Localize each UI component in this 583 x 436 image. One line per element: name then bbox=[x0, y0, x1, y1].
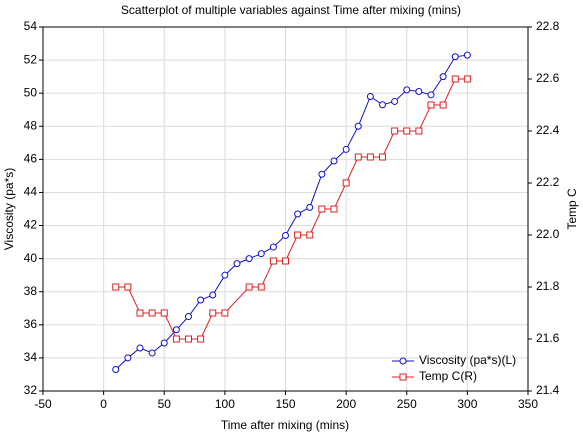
data-point bbox=[160, 309, 168, 317]
data-point bbox=[318, 205, 326, 213]
data-point bbox=[282, 257, 289, 265]
data-point bbox=[415, 127, 423, 135]
data-point bbox=[366, 153, 374, 161]
data-point bbox=[185, 313, 192, 321]
y-tick-label: 42 bbox=[24, 218, 38, 232]
data-point bbox=[294, 210, 302, 218]
legend-label: Temp C(R) bbox=[419, 369, 477, 383]
data-point bbox=[415, 88, 423, 96]
data-point bbox=[391, 127, 399, 135]
y2-tick-label: 22.2 bbox=[536, 175, 560, 189]
data-point bbox=[136, 344, 144, 352]
data-point bbox=[160, 339, 168, 347]
data-point bbox=[233, 260, 241, 268]
data-point bbox=[403, 86, 411, 94]
y-tick-label: 34 bbox=[24, 350, 38, 364]
data-point bbox=[451, 75, 459, 83]
data-point bbox=[148, 349, 156, 357]
legend-marker bbox=[399, 357, 407, 365]
data-point bbox=[354, 122, 362, 130]
y2-tick-label: 21.8 bbox=[536, 279, 560, 293]
y-tick-label: 46 bbox=[24, 152, 38, 166]
data-point bbox=[366, 92, 374, 100]
data-point bbox=[318, 170, 326, 178]
x-tick-label: 100 bbox=[215, 397, 235, 411]
y2-tick-label: 21.6 bbox=[536, 331, 560, 345]
y2-tick-label: 21.4 bbox=[536, 383, 560, 397]
data-point bbox=[391, 97, 399, 105]
data-point bbox=[197, 296, 205, 304]
data-point bbox=[245, 283, 253, 291]
y-axis-label: Viscosity (pa*s) bbox=[2, 168, 16, 250]
chart-title: Scatterplot of multiple variables agains… bbox=[121, 3, 461, 17]
data-point bbox=[185, 335, 192, 343]
y2-tick-label: 22.4 bbox=[536, 123, 560, 137]
x-tick-label: 0 bbox=[100, 397, 107, 411]
data-point bbox=[427, 101, 435, 109]
data-point bbox=[148, 309, 156, 317]
data-point bbox=[124, 283, 132, 291]
y-tick-label: 54 bbox=[24, 19, 38, 33]
data-point bbox=[306, 231, 314, 239]
y-tick-label: 36 bbox=[24, 317, 38, 331]
data-point bbox=[112, 283, 120, 291]
data-point bbox=[269, 243, 277, 251]
data-point bbox=[136, 309, 144, 317]
data-point bbox=[294, 231, 302, 239]
plot-frame bbox=[42, 26, 529, 392]
y-tick-label: 50 bbox=[24, 85, 38, 99]
series-line bbox=[115, 78, 468, 340]
legend-marker bbox=[399, 373, 407, 381]
data-point bbox=[112, 365, 120, 373]
data-point bbox=[330, 205, 338, 213]
x-tick-label: -50 bbox=[34, 397, 52, 411]
x-tick-label: 350 bbox=[518, 397, 538, 411]
y-tick-label: 40 bbox=[24, 251, 38, 265]
data-point bbox=[354, 153, 362, 161]
y-tick-label: 52 bbox=[24, 52, 38, 66]
data-point bbox=[342, 145, 350, 153]
y-tick-label: 32 bbox=[24, 383, 38, 397]
data-point bbox=[379, 101, 386, 109]
data-point bbox=[379, 153, 386, 161]
data-point bbox=[463, 75, 471, 83]
y2-axis-label: Temp C bbox=[565, 188, 579, 230]
x-tick-label: 300 bbox=[457, 397, 477, 411]
data-point bbox=[209, 291, 217, 299]
y2-tick-label: 22.8 bbox=[536, 19, 560, 33]
data-point bbox=[403, 127, 411, 135]
y2-tick-label: 22.6 bbox=[536, 71, 560, 85]
data-point bbox=[451, 53, 459, 61]
data-point bbox=[306, 203, 314, 211]
data-point bbox=[172, 326, 180, 334]
data-point bbox=[330, 157, 338, 165]
data-point bbox=[245, 255, 253, 263]
data-point bbox=[221, 309, 229, 317]
x-tick-label: 50 bbox=[158, 397, 172, 411]
data-point bbox=[124, 354, 132, 362]
y-tick-label: 48 bbox=[24, 118, 38, 132]
x-tick-label: 250 bbox=[397, 397, 417, 411]
legend-label: Viscosity (pa*s)(L) bbox=[419, 353, 516, 367]
data-point bbox=[257, 250, 265, 258]
x-axis-label: Time after mixing (mins) bbox=[221, 418, 349, 432]
data-point bbox=[257, 283, 265, 291]
data-point bbox=[282, 231, 289, 239]
x-tick-label: 200 bbox=[336, 397, 356, 411]
y2-tick-label: 22.0 bbox=[536, 227, 560, 241]
y-tick-label: 38 bbox=[24, 284, 38, 298]
data-point bbox=[172, 335, 180, 343]
data-point bbox=[463, 51, 471, 59]
x-tick-label: 150 bbox=[275, 397, 295, 411]
data-point bbox=[221, 271, 229, 279]
data-point bbox=[269, 257, 277, 265]
data-point bbox=[197, 335, 205, 343]
data-point bbox=[427, 91, 435, 99]
data-point bbox=[342, 179, 350, 187]
data-point bbox=[439, 73, 447, 81]
data-point bbox=[209, 309, 217, 317]
y-tick-label: 44 bbox=[24, 185, 38, 199]
data-point bbox=[439, 101, 447, 109]
